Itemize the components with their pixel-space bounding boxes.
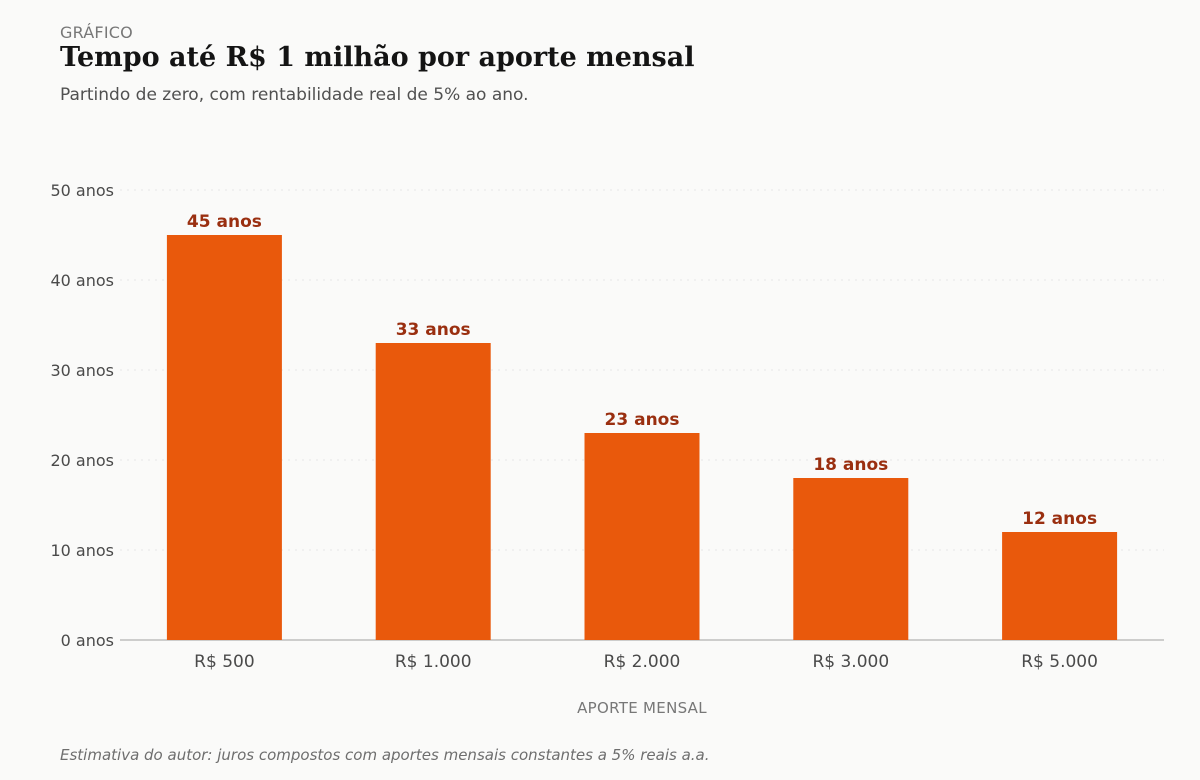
- bar-value-label: 33 anos: [396, 320, 471, 340]
- bar: [375, 343, 491, 640]
- bar-value-label: 23 anos: [605, 410, 680, 430]
- bar-value-label: 12 anos: [1022, 509, 1097, 529]
- y-tick-label: 0 anos: [61, 631, 114, 650]
- x-axis-label: APORTE MENSAL: [577, 699, 707, 717]
- y-tick-label: 50 anos: [50, 181, 114, 200]
- bar-value-label: 45 anos: [187, 212, 262, 232]
- x-tick-label: R$ 3.000: [812, 652, 889, 672]
- x-tick-label: R$ 2.000: [604, 652, 681, 672]
- bar-value-label: 18 anos: [813, 455, 888, 475]
- x-tick-label: R$ 5.000: [1021, 652, 1098, 672]
- bar: [166, 235, 282, 640]
- bar: [793, 478, 909, 640]
- x-tick-label: R$ 1.000: [395, 652, 472, 672]
- y-tick-label: 10 anos: [50, 541, 114, 560]
- x-tick-label: R$ 500: [194, 652, 254, 672]
- bar: [1002, 532, 1118, 640]
- y-tick-label: 40 anos: [50, 271, 114, 290]
- y-tick-label: 30 anos: [50, 361, 114, 380]
- chart-title: Tempo até R$ 1 milhão por aporte mensal: [60, 42, 695, 73]
- chart-kicker: GRÁFICO: [60, 23, 133, 42]
- chart-footnote: Estimativa do autor: juros compostos com…: [60, 746, 710, 764]
- bar: [584, 433, 700, 640]
- chart-subtitle: Partindo de zero, com rentabilidade real…: [60, 85, 529, 105]
- y-tick-label: 20 anos: [50, 451, 114, 470]
- bar-chart: 0 anos 10 anos 20 anos 30 anos 40 anos 50 ano…: [50, 181, 1164, 717]
